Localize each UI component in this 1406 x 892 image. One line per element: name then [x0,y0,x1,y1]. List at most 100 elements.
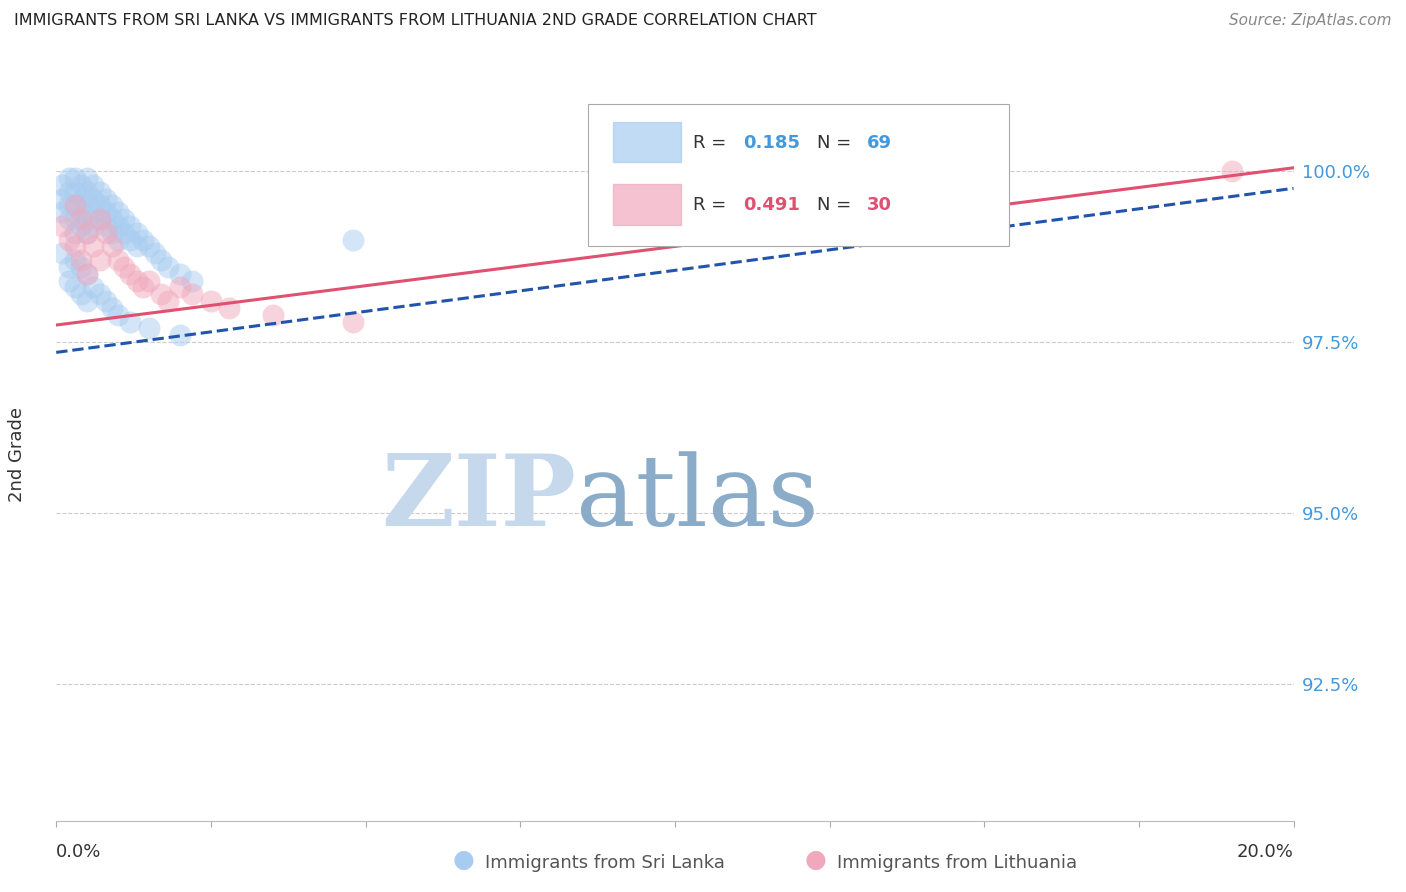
Point [76,185,98,199]
Point [70,212,93,227]
Point [169,328,191,343]
Text: ZIP: ZIP [381,450,576,548]
Point [101,301,124,315]
Point [58,212,80,227]
Point [169,280,191,294]
Point [76,294,98,309]
Text: atlas: atlas [576,451,818,547]
Point [76,267,98,281]
Point [63,226,86,240]
Point [120,315,142,329]
Text: 69: 69 [866,134,891,152]
Point [58,233,80,247]
Point [101,239,124,253]
Point [156,294,179,309]
Point [150,287,173,301]
Point [70,192,93,206]
Point [169,267,191,281]
Point [112,212,135,227]
Point [120,219,142,233]
Point [342,315,364,329]
Point [1220,164,1243,178]
Point [181,287,204,301]
Point [63,239,86,253]
Point [262,308,284,322]
Point [787,164,810,178]
Point [51,219,73,233]
Point [51,178,73,192]
Text: 0.0%: 0.0% [56,843,101,861]
Point [107,219,129,233]
Point [70,205,93,219]
Point [101,198,124,212]
Point [101,212,124,227]
Text: 0.491: 0.491 [742,195,800,214]
Point [138,321,160,335]
FancyBboxPatch shape [613,122,681,162]
Point [82,178,104,192]
Point [58,171,80,186]
Point [76,212,98,227]
Point [82,239,104,253]
Point [973,164,995,178]
Point [63,280,86,294]
Text: 30: 30 [866,195,891,214]
Point [94,226,117,240]
Point [82,219,104,233]
Point [58,198,80,212]
Text: N =: N = [817,134,858,152]
Point [112,226,135,240]
Point [94,192,117,206]
Point [76,226,98,240]
Point [218,301,240,315]
Point [101,226,124,240]
Point [63,253,86,268]
Point [94,294,117,309]
Point [70,253,93,268]
Text: IMMIGRANTS FROM SRI LANKA VS IMMIGRANTS FROM LITHUANIA 2ND GRADE CORRELATION CHA: IMMIGRANTS FROM SRI LANKA VS IMMIGRANTS … [14,13,817,29]
Point [51,192,73,206]
Point [107,233,129,247]
Point [89,212,111,227]
Point [125,226,148,240]
Text: 0.185: 0.185 [742,134,800,152]
Point [63,185,86,199]
Point [76,226,98,240]
Point [132,233,155,247]
Point [150,253,173,268]
Point [63,212,86,227]
Point [51,246,73,260]
Text: Immigrants from Lithuania: Immigrants from Lithuania [837,855,1077,872]
Point [76,171,98,186]
Text: ●: ● [453,848,475,872]
Point [120,267,142,281]
Point [76,198,98,212]
Point [70,260,93,274]
Text: ●: ● [804,848,827,872]
Point [89,185,111,199]
Text: 2nd Grade: 2nd Grade [7,408,25,502]
Text: R =: R = [693,134,733,152]
Text: Immigrants from Sri Lanka: Immigrants from Sri Lanka [485,855,725,872]
Point [58,260,80,274]
Point [107,308,129,322]
Point [120,233,142,247]
Point [107,205,129,219]
Point [70,287,93,301]
Point [89,253,111,268]
Point [787,171,810,186]
Point [82,280,104,294]
Text: Source: ZipAtlas.com: Source: ZipAtlas.com [1229,13,1392,29]
Point [94,219,117,233]
Point [82,192,104,206]
Point [138,239,160,253]
Point [125,274,148,288]
Point [342,233,364,247]
Point [89,198,111,212]
Text: 20.0%: 20.0% [1237,843,1294,861]
Point [70,219,93,233]
Point [143,246,166,260]
Point [63,198,86,212]
Point [181,274,204,288]
Point [63,198,86,212]
